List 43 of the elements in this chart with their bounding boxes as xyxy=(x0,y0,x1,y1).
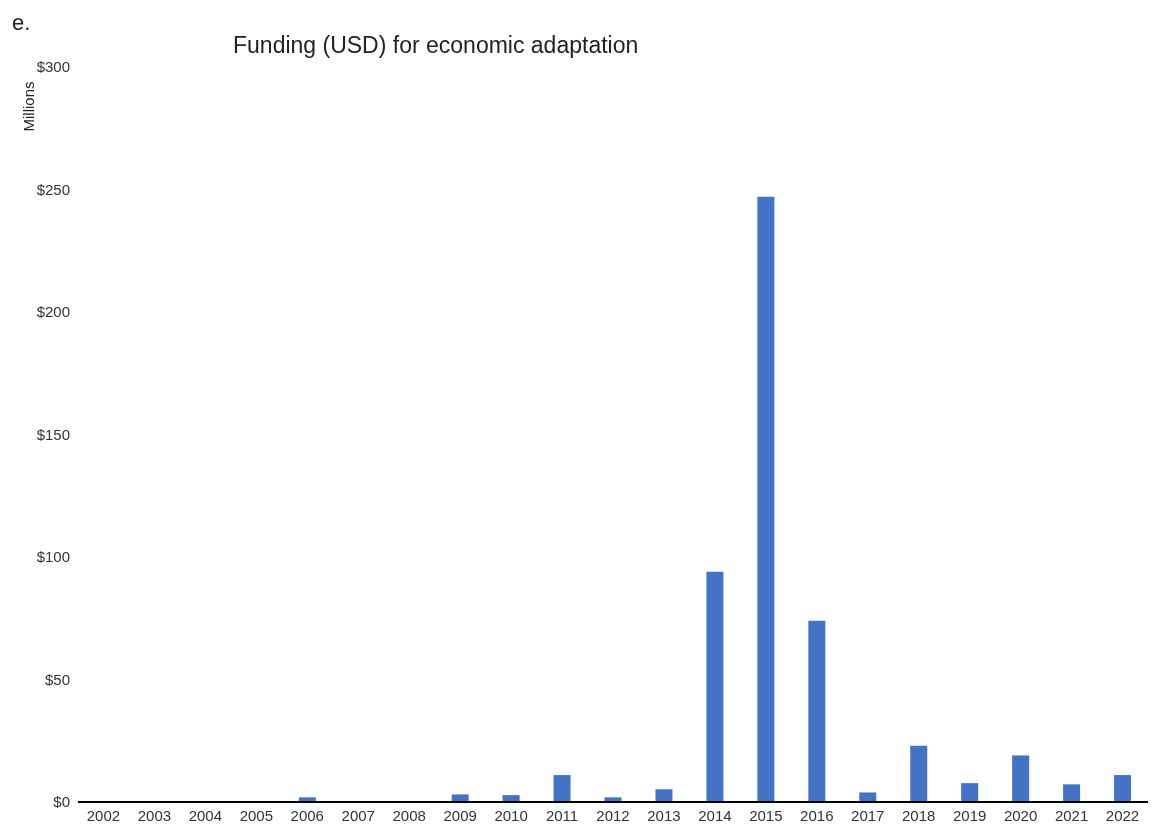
bar xyxy=(553,775,571,802)
y-axis-title: Millions xyxy=(19,80,37,134)
y-tick-label: $200 xyxy=(36,303,70,321)
x-tick-label: 2004 xyxy=(188,806,223,824)
x-tick-label: 2012 xyxy=(596,806,630,824)
x-tick-label: 2009 xyxy=(443,806,477,824)
y-tick-label: $100 xyxy=(36,548,70,566)
x-tick-label: 2022 xyxy=(1105,806,1140,824)
x-tick-label: 2006 xyxy=(290,806,324,824)
bar xyxy=(655,789,673,802)
bar xyxy=(808,620,826,802)
bar xyxy=(757,196,775,802)
y-tick-label: $150 xyxy=(36,425,70,443)
y-tick-label: $250 xyxy=(36,180,70,198)
x-tick-label: 2010 xyxy=(494,806,528,824)
x-tick-label: 2008 xyxy=(392,806,426,824)
x-tick-label: 2014 xyxy=(698,806,732,824)
y-tick-label: $300 xyxy=(36,58,70,76)
x-tick-label: 2021 xyxy=(1054,806,1089,824)
chart-title: Funding (USD) for economic adaptation xyxy=(233,32,639,59)
bar xyxy=(1012,755,1030,802)
x-tick-label: 2003 xyxy=(137,806,172,824)
bar xyxy=(1063,784,1081,802)
x-tick-label: 2017 xyxy=(851,806,885,824)
bar xyxy=(961,783,979,802)
y-tick-label: $0 xyxy=(53,793,70,811)
x-tick-label: 2015 xyxy=(749,806,783,824)
bar xyxy=(1114,775,1132,802)
bar xyxy=(451,794,469,802)
x-tick-label: 2019 xyxy=(952,806,987,824)
bar xyxy=(706,571,724,802)
text: e. xyxy=(12,10,31,36)
y-tick-label: $50 xyxy=(44,670,70,688)
x-tick-label: 2018 xyxy=(902,806,936,824)
bar xyxy=(859,792,877,802)
x-tick-label: 2007 xyxy=(341,806,375,824)
x-tick-label: 2005 xyxy=(239,806,274,824)
x-tick-label: 2013 xyxy=(647,806,681,824)
bar xyxy=(910,745,928,802)
x-tick-label: 2016 xyxy=(800,806,834,824)
x-tick-label: 2011 xyxy=(545,806,579,824)
x-tick-label: 2020 xyxy=(1003,806,1038,824)
x-tick-label: 2002 xyxy=(86,806,121,824)
